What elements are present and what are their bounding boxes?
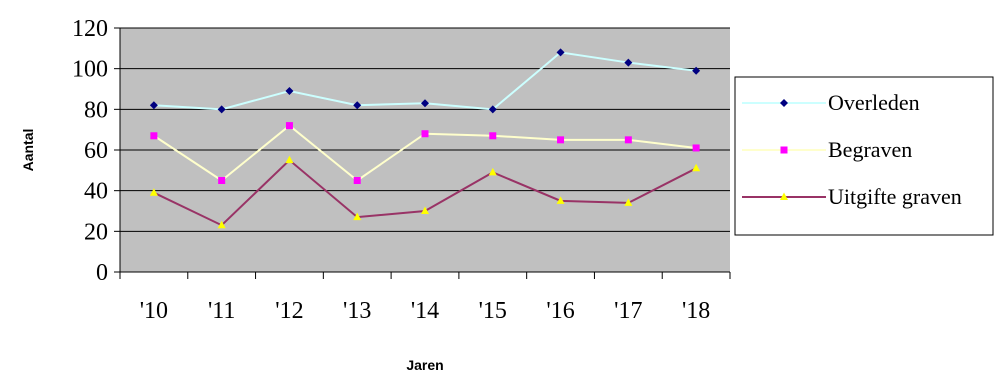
data-point [557, 136, 565, 144]
y-tick-label: 0 [96, 260, 108, 286]
x-tick-label: '14 [411, 298, 439, 324]
legend-item: Overleden [742, 90, 920, 115]
x-tick-label: '15 [479, 298, 507, 324]
data-point [421, 206, 429, 214]
data-point [421, 99, 429, 108]
data-point [556, 196, 565, 204]
data-point [692, 144, 700, 152]
legend-swatch-marker [780, 192, 788, 200]
data-point [353, 101, 362, 110]
y-tick-label: 80 [84, 97, 108, 123]
legend: Overleden Begraven Uitgifte graven [734, 76, 994, 236]
series-group [149, 48, 701, 229]
data-point [488, 105, 497, 114]
y-axis-title: Aantal [20, 129, 36, 172]
data-point [150, 132, 158, 140]
data-point [421, 130, 429, 138]
legend-item: Uitgifte graven [742, 184, 962, 209]
y-tick-label: 100 [72, 57, 108, 83]
data-point [218, 177, 226, 184]
series-begraven [150, 122, 700, 184]
x-tick-labels: '10 '11 '12 '13 '14 '15 '16 '17 '18 [140, 298, 711, 324]
x-tick-label: '17 [614, 298, 642, 324]
x-tick-label: '13 [343, 298, 371, 324]
data-point [489, 132, 497, 140]
data-point [556, 48, 565, 57]
data-point [285, 155, 294, 164]
data-point [624, 58, 633, 67]
x-tick-label: '16 [546, 298, 574, 324]
series-overleden [149, 48, 701, 114]
data-point [217, 220, 226, 229]
data-point [692, 163, 701, 172]
data-point [285, 87, 294, 96]
data-point [692, 66, 701, 75]
x-axis-title: Jaren [406, 357, 443, 373]
y-tick-label: 120 [72, 16, 108, 42]
legend-label: Uitgifte graven [828, 184, 962, 209]
data-point [488, 167, 497, 176]
axes [114, 27, 731, 279]
x-tick-label: '12 [275, 298, 303, 324]
y-tick-labels: 0 20 40 60 80 100 120 [72, 16, 108, 286]
legend-label: Begraven [828, 137, 912, 162]
legend-label: Overleden [828, 90, 920, 115]
data-point [353, 177, 361, 184]
x-tick-label: '10 [140, 298, 168, 324]
y-tick-label: 40 [84, 179, 108, 205]
legend-item: Begraven [742, 137, 912, 162]
data-point [353, 212, 362, 221]
data-point [624, 136, 632, 144]
data-point [624, 198, 633, 206]
x-tick-label: '11 [208, 298, 235, 324]
data-point [149, 188, 158, 196]
legend-swatch-marker [780, 146, 788, 154]
data-point [285, 122, 293, 130]
data-point [217, 105, 226, 114]
x-tick-label: '18 [682, 298, 710, 324]
y-tick-label: 20 [84, 219, 108, 245]
series-uitgifte-graven [149, 155, 701, 229]
legend-swatch-marker [780, 99, 788, 107]
y-tick-label: 60 [84, 138, 108, 164]
data-point [149, 101, 158, 110]
